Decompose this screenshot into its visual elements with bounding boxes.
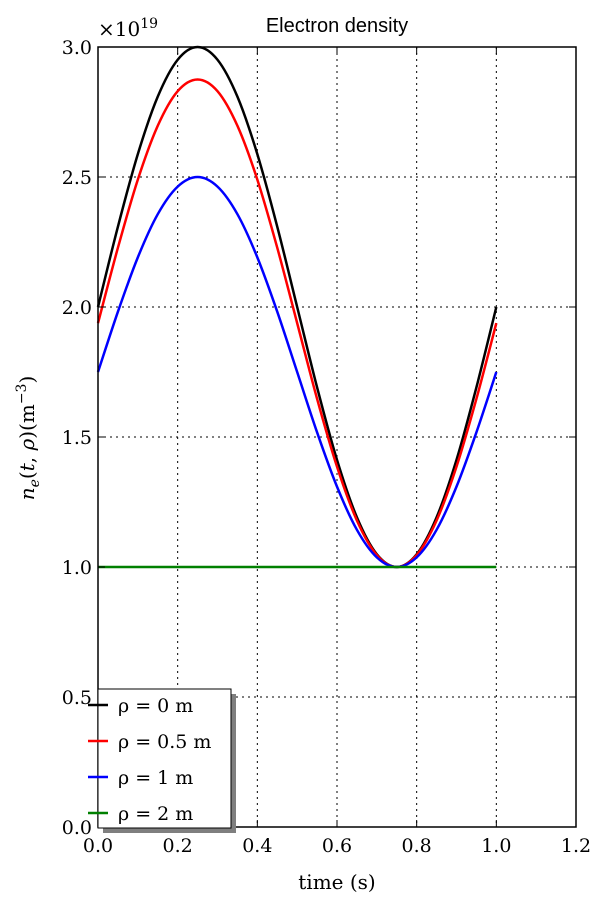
y-tick-label: 2.5	[62, 167, 92, 189]
y-tick-label: 2.0	[62, 297, 92, 319]
x-tick-label: 0.4	[242, 835, 272, 857]
y-multiplier: ×1019	[98, 16, 158, 41]
y-tick-label: 0.5	[62, 687, 92, 709]
y-tick-label: 0.0	[62, 817, 92, 839]
y-tick-label: 1.5	[62, 427, 92, 449]
legend: ρ = 0 m ρ = 0.5 m ρ = 1 m ρ = 2 m	[88, 688, 236, 833]
y-axis-label: ne(t, ρ)(m−3)	[14, 376, 43, 501]
series-lines	[96, 45, 498, 569]
x-tick-label: 1.0	[481, 835, 511, 857]
x-axis-label: time (s)	[298, 870, 375, 894]
legend-label-0: ρ = 0 m	[118, 695, 193, 717]
ticks: 0.0 0.2 0.4 0.6 0.8 1.0 1.2 0.0 0.5 1.0 1.5 2.0 2.5 3…	[62, 37, 591, 857]
x-tick-label: 1.2	[561, 835, 591, 857]
legend-label-3: ρ = 2 m	[118, 803, 193, 825]
y-tick-label: 1.0	[62, 557, 92, 579]
x-tick-label: 0.2	[163, 835, 193, 857]
legend-box	[97, 688, 232, 829]
series-line-1	[96, 78, 498, 569]
legend-label-1: ρ = 0.5 m	[118, 731, 211, 753]
legend-label-2: ρ = 1 m	[118, 767, 193, 789]
series-line-2	[96, 175, 498, 569]
x-tick-label: 0.6	[322, 835, 352, 857]
x-tick-label: 0.8	[402, 835, 432, 857]
y-tick-label: 3.0	[62, 37, 92, 59]
chart-title: Electron density	[266, 15, 408, 37]
x-tick-label: 0.0	[83, 835, 113, 857]
